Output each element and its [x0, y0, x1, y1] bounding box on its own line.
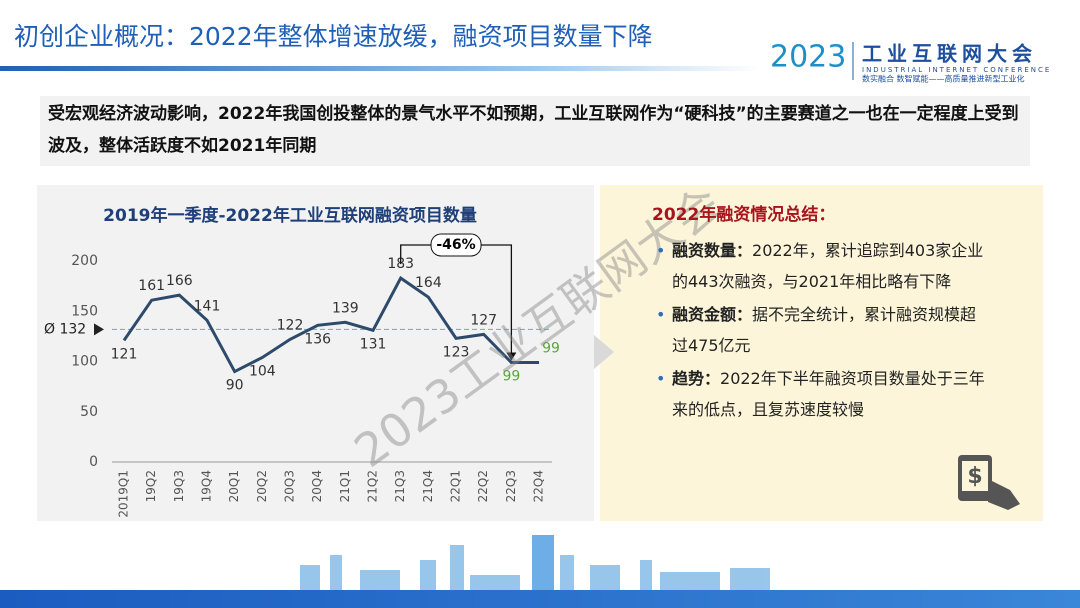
value-label: 161 [138, 278, 165, 294]
annotation: -46% [436, 237, 475, 253]
money-icon: $ [958, 455, 1020, 510]
value-label: 104 [249, 363, 276, 379]
y-tick-label: 200 [71, 253, 98, 269]
x-tick-label: 19Q3 [172, 470, 186, 502]
item-label: 趋势： [672, 369, 721, 388]
value-label: 122 [277, 317, 304, 333]
x-tick-label: 21Q1 [338, 470, 352, 502]
chart: 2019年一季度-2022年工业互联网融资项目数量 0 50 100 150 200 Ø 1… [44, 205, 560, 518]
value-label: 136 [304, 331, 331, 347]
x-tick-label: 2019Q1 [117, 470, 131, 518]
logo-slogan: 数实融合 数智赋能——高质量推进新型工业化 [862, 74, 1025, 84]
x-tick-label: 22Q2 [476, 470, 490, 502]
footer-band [0, 590, 1080, 608]
value-label: 139 [332, 300, 359, 316]
value-label: 121 [111, 346, 138, 362]
value-label: 99 [542, 341, 560, 357]
item-text: 2022年，累计追踪到403家企业的443次融资，与2021年相比略有下降 [672, 241, 984, 291]
y-tick-label: 100 [71, 354, 98, 370]
x-tick-label: 20Q1 [227, 470, 241, 502]
y-tick-label: 150 [71, 303, 98, 319]
item-text: 据不完全统计，累计融资规模超过475亿元 [672, 305, 977, 355]
x-tick-label: 22Q4 [532, 470, 546, 502]
value-label: 166 [166, 273, 193, 289]
average-label: Ø 132 [44, 321, 86, 337]
x-tick-label: 19Q4 [200, 470, 214, 502]
svg-text:$: $ [967, 464, 982, 489]
x-tick-label: 21Q3 [393, 470, 407, 502]
x-tick-label: 20Q4 [310, 470, 324, 502]
summary-item: 趋势：2022年下半年融资项目数量处于三年来的低点，且复苏速度较慢 [612, 363, 992, 425]
x-tick-label: 21Q2 [366, 470, 380, 502]
value-label: 131 [360, 336, 387, 352]
slide-title: 初创企业概况：2022年整体增速放缓，融资项目数量下降 [14, 22, 653, 51]
summary-title: 2022年融资情况总结： [652, 205, 836, 225]
value-label: 123 [443, 344, 470, 360]
x-tick-label: 19Q2 [144, 470, 158, 502]
x-tick-label: 20Q2 [255, 470, 269, 502]
value-label: 99 [502, 369, 520, 385]
skyline [300, 535, 770, 590]
item-label: 融资金额： [672, 305, 753, 324]
summary: 2022年融资情况总结： 融资数量：2022年，累计追踪到403家企业的443次融… [612, 200, 992, 427]
logo-english: INDUSTRIAL INTERNET CONFERENCE [862, 66, 1051, 74]
x-tick-label: 21Q4 [421, 470, 435, 502]
summary-item: 融资金额：据不完全统计，累计融资规模超过475亿元 [612, 299, 992, 361]
pointer [594, 335, 614, 369]
value-label: 164 [415, 275, 442, 291]
intro: 受宏观经济波动影响，2022年我国创投整体的景气水平不如预期，工业互联网作为“硬… [40, 96, 1030, 166]
value-label: 141 [194, 298, 221, 314]
y-tick-label: 0 [89, 454, 98, 470]
annotation-box [430, 233, 482, 257]
x-tick-label: 20Q3 [283, 470, 297, 502]
item-text: 2022年下半年融资项目数量处于三年来的低点，且复苏速度较慢 [672, 369, 985, 419]
summary-item: 融资数量：2022年，累计追踪到403家企业的443次融资，与2021年相比略有… [612, 235, 992, 297]
item-label: 融资数量： [672, 241, 753, 260]
x-tick-label: 22Q1 [449, 470, 463, 502]
logo-year: 2023 [770, 40, 846, 75]
average-marker [94, 323, 104, 336]
line [122, 275, 540, 374]
value-label: 127 [470, 312, 497, 328]
annotation-arrow [506, 352, 517, 361]
chart-title: 2019年一季度-2022年工业互联网融资项目数量 [103, 205, 477, 226]
x-tick-label: 22Q3 [504, 470, 518, 502]
y-tick-label: 50 [80, 404, 98, 420]
value-label: 90 [226, 378, 244, 394]
header-rule [0, 66, 760, 71]
logo-name: 工业互联网大会 [862, 42, 1037, 66]
